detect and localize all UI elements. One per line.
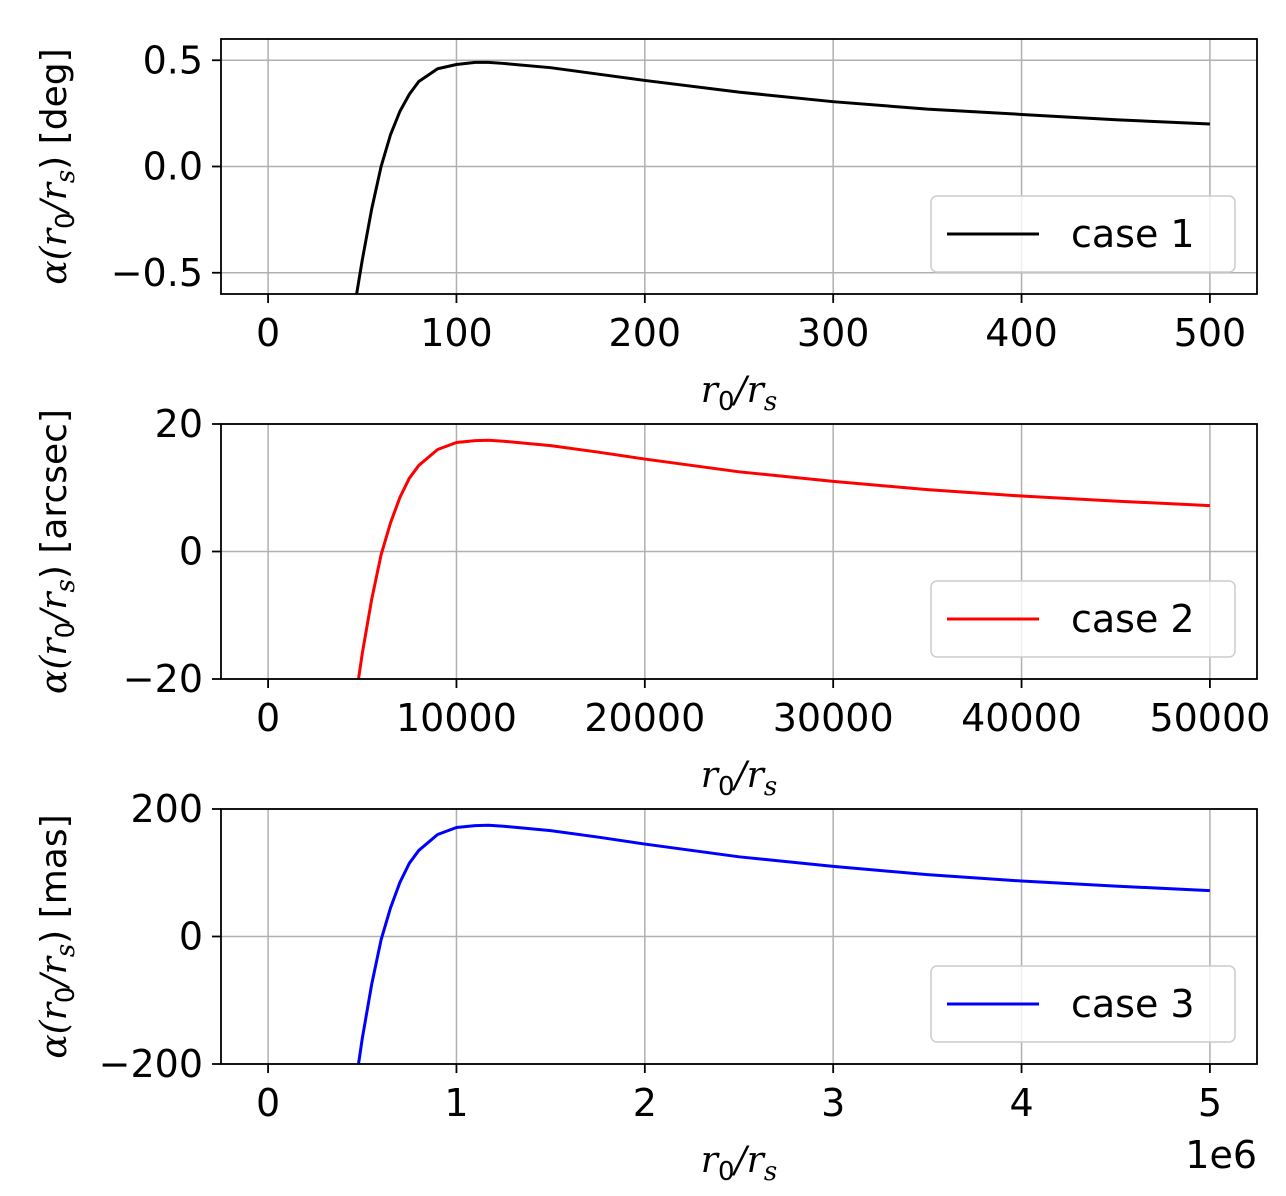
series-line-case-1	[355, 60, 1210, 294]
legend: case 2	[930, 580, 1236, 658]
x-tick-label: 2	[633, 1081, 657, 1125]
x-tick-label: 4	[1009, 1081, 1033, 1125]
x-tick-label: 500	[1174, 311, 1247, 355]
x-tick-label: 0	[256, 311, 280, 355]
y-axis-label-mid: /r	[34, 591, 75, 625]
legend-label: case 3	[1071, 982, 1195, 1026]
y-axis-label: α(r0/rs) [arcsec]	[34, 409, 81, 694]
y-axis-label-unit: ) [arcsec]	[34, 409, 75, 579]
y-axis-label-subs: s	[51, 944, 81, 957]
chart-panel-2: 0 10000 20000 30000 40000 50000−20020r0/rsα(r…	[34, 402, 1270, 802]
y-tick-label: −0.5	[111, 251, 203, 295]
x-tick-label: 20000	[584, 696, 705, 740]
y-axis-label-sub0: 0	[51, 622, 81, 639]
x-axis-label-r: r	[701, 1140, 720, 1181]
x-axis-label-subs: s	[764, 1157, 777, 1187]
x-tick-label: 400	[985, 311, 1058, 355]
y-axis-label-subs: s	[51, 579, 81, 592]
y-axis-label-sub0: 0	[51, 987, 81, 1004]
legend-box	[930, 580, 1236, 658]
x-tick-label: 30000	[773, 696, 894, 740]
x-tick-label: 5	[1198, 1081, 1222, 1125]
y-tick-label: 0	[179, 530, 203, 574]
y-tick-label: 200	[130, 787, 203, 831]
series-line-case-3	[357, 823, 1210, 1064]
x-axis-label-r: r	[701, 370, 720, 411]
y-axis-label-mid: /r	[34, 181, 75, 215]
x-axis-label-mid: /r	[732, 755, 766, 796]
x-tick-label: 300	[797, 311, 870, 355]
x-tick-label: 10000	[396, 696, 517, 740]
y-axis-label-alpha: α(r	[34, 227, 75, 284]
x-axis-label: r0/rs	[701, 370, 777, 417]
chart-panel-1: 0 100 200 300 400 500−0.50.00.5r0/rsα(r0/rs) …	[34, 38, 1258, 417]
legend-label: case 2	[1071, 597, 1195, 641]
x-tick-label: 100	[420, 311, 493, 355]
x-axis-label-mid: /r	[732, 370, 766, 411]
legend-box	[930, 195, 1236, 273]
y-tick-label: 0.0	[143, 145, 203, 189]
y-tick-label: 0.5	[143, 38, 203, 82]
y-axis-label: α(r0/rs) [deg]	[34, 48, 81, 284]
y-axis-label: α(r0/rs) [mas]	[34, 814, 81, 1058]
y-axis-label-alpha: α(r	[34, 637, 75, 694]
y-axis-label-unit: ) [mas]	[34, 814, 75, 943]
legend-label: case 1	[1071, 212, 1195, 256]
x-tick-label: 0	[256, 1081, 280, 1125]
legend: case 3	[930, 965, 1236, 1043]
x-axis-label-sub0: 0	[718, 772, 735, 802]
x-axis-label: r0/rs	[701, 1140, 777, 1187]
y-tick-label: −200	[99, 1042, 203, 1086]
x-tick-label: 3	[821, 1081, 845, 1125]
y-axis-label-alpha: α(r	[34, 1001, 75, 1058]
x-axis-label: r0/rs	[701, 755, 777, 802]
x-tick-label: 0	[256, 696, 280, 740]
y-axis-label-subs: s	[51, 170, 81, 183]
x-axis-label-mid: /r	[732, 1140, 766, 1181]
x-axis-label-subs: s	[764, 387, 777, 417]
y-tick-label: −20	[123, 657, 203, 701]
x-tick-label: 1	[444, 1081, 468, 1125]
y-tick-label: 20	[155, 402, 203, 446]
legend: case 1	[930, 195, 1236, 273]
y-axis-label-sub0: 0	[51, 213, 81, 230]
y-tick-label: 0	[179, 915, 203, 959]
y-axis-label-mid: /r	[34, 955, 75, 989]
x-axis-label-sub0: 0	[718, 387, 735, 417]
x-axis-label-sub0: 0	[718, 1157, 735, 1187]
x-tick-label: 200	[609, 311, 682, 355]
x-axis-label-r: r	[701, 755, 720, 796]
series-line-case-2	[357, 438, 1210, 679]
x-tick-label: 50000	[1149, 696, 1270, 740]
y-axis-label-unit: ) [deg]	[34, 48, 75, 169]
x-offset-label: 1e6	[1185, 1133, 1257, 1177]
legend-box	[930, 965, 1236, 1043]
x-tick-label: 40000	[961, 696, 1082, 740]
x-axis-label-subs: s	[764, 772, 777, 802]
